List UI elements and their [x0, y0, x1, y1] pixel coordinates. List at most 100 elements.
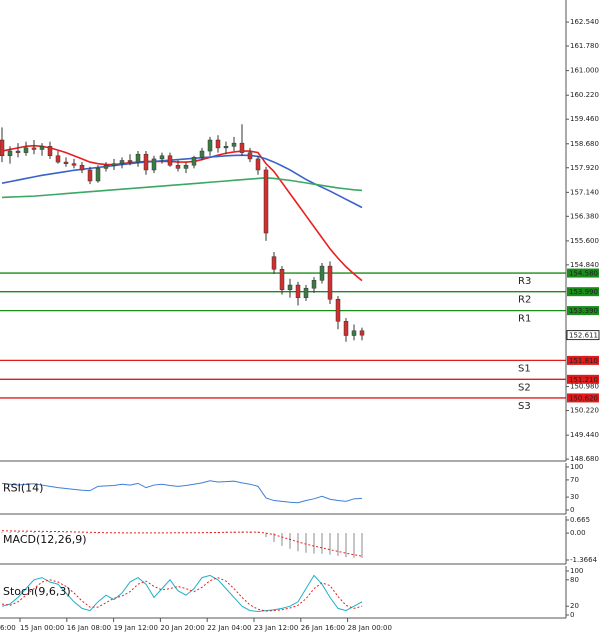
macd-bar: [337, 533, 339, 556]
level-price-label: 151.810: [569, 357, 598, 365]
level-price-box: [567, 287, 599, 297]
candle-body: [231, 142, 237, 147]
candle-body: [15, 150, 21, 153]
candle-body: [175, 164, 181, 169]
level-price-box: [567, 393, 599, 403]
level-price-label: 151.210: [569, 376, 598, 384]
candle-body: [295, 284, 301, 298]
macd-bar: [25, 531, 27, 534]
macd-bar: [289, 533, 291, 549]
level-price-label: 153.990: [569, 288, 598, 296]
y-tick-label: 0.00: [570, 529, 586, 537]
candle-body: [39, 146, 45, 150]
y-tick-label: 161.780: [570, 42, 599, 50]
y-tick-label: 155.600: [570, 237, 599, 245]
macd-bar: [65, 532, 67, 534]
macd-bar: [17, 531, 19, 534]
x-tick-label: 20 Jan 20:00: [160, 624, 204, 632]
macd-bar: [113, 533, 115, 534]
y-tick-label: 30: [570, 493, 579, 501]
x-tick-label: 19 Jan 12:00: [114, 624, 158, 632]
macd-bar: [97, 533, 99, 534]
candle-body: [151, 158, 157, 171]
y-tick-label: 160.220: [570, 91, 599, 99]
macd-bar: [33, 531, 35, 534]
y-tick-label: 154.840: [570, 261, 599, 269]
candle-body: [327, 265, 333, 300]
candle-body: [7, 150, 13, 157]
candle-body: [271, 256, 277, 270]
candle-body: [207, 139, 213, 152]
macd-bar: [305, 533, 307, 553]
candle-body: [63, 161, 69, 164]
y-tick-label: 70: [570, 476, 579, 484]
candle-body: [79, 164, 85, 171]
indicator-line: [1, 144, 363, 282]
y-tick-label: 0: [570, 506, 574, 514]
macd-bar: [313, 533, 315, 554]
level-price-label: 150.620: [569, 394, 598, 402]
macd-bar: [281, 533, 283, 546]
level-name: S3: [518, 401, 531, 412]
candle-body: [111, 163, 117, 166]
macd-bar: [321, 533, 323, 554]
level-price-box: [567, 268, 599, 278]
level-price-box: [567, 306, 599, 316]
candle-body: [159, 155, 165, 160]
candle-body: [71, 163, 77, 166]
macd-bar: [41, 531, 43, 534]
macd-bar: [81, 532, 83, 534]
indicator-line: [1, 574, 363, 612]
indicator-line: [1, 154, 363, 209]
candle-body: [0, 139, 5, 157]
level-name: S2: [518, 382, 531, 393]
candle-body: [47, 146, 53, 157]
macd-bar: [265, 533, 267, 538]
current-price-box: [566, 330, 600, 341]
macd-bar: [105, 533, 107, 534]
level-price-box: [567, 374, 599, 384]
candle-body: [127, 160, 133, 163]
candle-body: [31, 147, 37, 150]
y-tick-label: -1.3664: [570, 556, 598, 564]
candle-body: [279, 269, 285, 291]
candle-body: [143, 153, 149, 171]
candle-body: [247, 152, 253, 160]
candle-body: [319, 265, 325, 281]
y-tick-label: 80: [570, 576, 579, 584]
y-tick-label: 158.680: [570, 140, 599, 148]
y-tick-label: 159.460: [570, 115, 599, 123]
candle-body: [199, 150, 205, 158]
candle-body: [191, 157, 197, 166]
y-tick-label: 20: [570, 602, 579, 610]
y-tick-label: 149.440: [570, 431, 599, 439]
candle-body: [287, 284, 293, 291]
y-tick-label: 148.680: [570, 455, 599, 463]
macd-bar: [273, 533, 275, 542]
candle-body: [135, 153, 141, 163]
level-name: R1: [518, 314, 531, 325]
candle-body: [167, 155, 173, 166]
x-tick-label: 26 Jan 16:00: [301, 624, 345, 632]
level-name: S1: [518, 363, 531, 374]
macd-bar: [353, 533, 355, 558]
indicator-title: Stoch(9,6,3): [3, 585, 71, 598]
macd-bar: [73, 532, 75, 534]
candle-body: [311, 280, 317, 289]
y-tick-label: 157.140: [570, 188, 599, 196]
x-tick-label: 28 Jan 00:00: [348, 624, 392, 632]
macd-bar: [9, 532, 11, 534]
candle-body: [351, 330, 357, 336]
candle-body: [215, 139, 221, 149]
y-tick-label: 157.920: [570, 164, 599, 172]
x-tick-label: 15 Jan 00:00: [20, 624, 64, 632]
y-tick-label: 0: [570, 611, 574, 619]
macd-bar: [49, 532, 51, 534]
candle-body: [255, 158, 261, 171]
y-tick-label: 161.000: [570, 67, 599, 75]
x-tick-label: 16 Jan 08:00: [67, 624, 111, 632]
level-price-box: [567, 355, 599, 365]
y-tick-label: 156.380: [570, 212, 599, 220]
